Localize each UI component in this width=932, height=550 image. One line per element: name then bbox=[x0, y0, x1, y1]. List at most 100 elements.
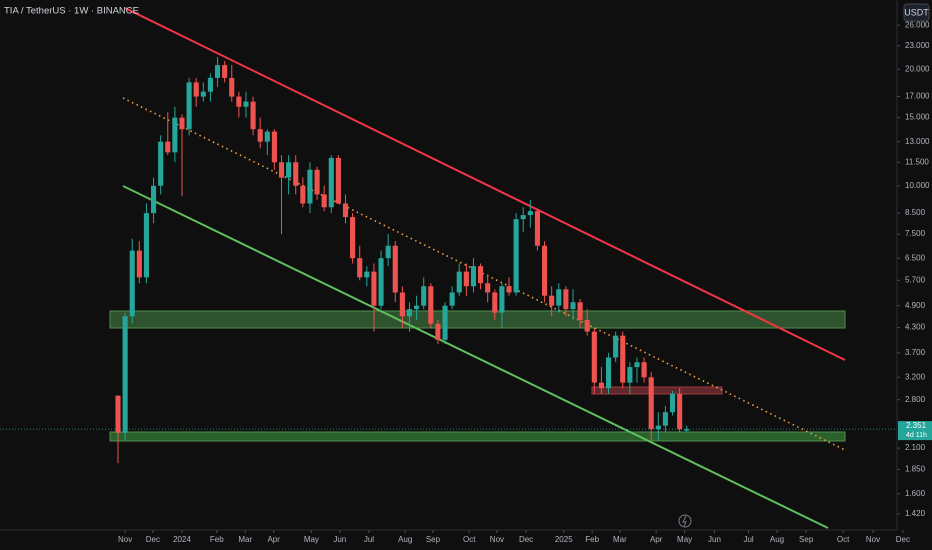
y-tick-label: 1.420 bbox=[905, 509, 926, 518]
price-axis bbox=[897, 0, 932, 550]
currency-button[interactable] bbox=[903, 3, 930, 22]
resistance-zone bbox=[591, 386, 723, 395]
candle-body bbox=[250, 101, 256, 130]
candle-body bbox=[378, 258, 384, 306]
candle-body bbox=[179, 117, 185, 130]
x-tick-label: Nov bbox=[490, 535, 504, 544]
x-tick-label: Sep bbox=[426, 535, 441, 544]
x-tick-label: Dec bbox=[896, 535, 910, 544]
candle-body bbox=[307, 169, 313, 204]
candle-body bbox=[584, 319, 590, 332]
y-tick-label: 23.000 bbox=[905, 41, 930, 50]
y-tick-label: 3.200 bbox=[905, 372, 926, 381]
candle-body bbox=[207, 77, 213, 92]
candle-body bbox=[620, 335, 626, 383]
y-tick-label: 8.500 bbox=[905, 208, 926, 217]
candle-body bbox=[627, 367, 633, 383]
bar-countdown: 4d 11h bbox=[906, 432, 927, 439]
y-tick-label: 4.900 bbox=[905, 301, 926, 310]
y-tick-label: 2.800 bbox=[905, 395, 926, 404]
candle-body bbox=[506, 286, 512, 293]
candle-body bbox=[271, 131, 277, 163]
candle-body bbox=[293, 162, 299, 186]
x-tick-label: Feb bbox=[210, 535, 224, 544]
candle-body bbox=[371, 271, 377, 306]
candle-body bbox=[563, 289, 569, 310]
candle-body bbox=[428, 286, 434, 324]
candle-body bbox=[463, 271, 469, 287]
candle-body bbox=[577, 302, 583, 320]
x-tick-label: Sep bbox=[799, 535, 814, 544]
candle-body bbox=[392, 245, 398, 293]
candle-body bbox=[534, 211, 541, 246]
support-zone bbox=[109, 310, 846, 329]
candle-body bbox=[158, 141, 164, 186]
candle-body bbox=[499, 286, 505, 313]
candle-body bbox=[684, 429, 690, 431]
support-zone bbox=[109, 431, 846, 442]
x-tick-label: Feb bbox=[585, 535, 599, 544]
y-tick-label: 6.500 bbox=[905, 253, 926, 262]
x-tick-label: Jun bbox=[708, 535, 721, 544]
candle-body bbox=[634, 362, 640, 368]
x-tick-label: Jul bbox=[743, 535, 753, 544]
candle-body bbox=[485, 283, 491, 293]
candle-body bbox=[406, 309, 413, 317]
x-tick-label: Apr bbox=[267, 535, 280, 544]
candle-body bbox=[357, 258, 363, 278]
x-tick-label: Mar bbox=[238, 535, 252, 544]
y-tick-label: 4.300 bbox=[905, 323, 926, 332]
x-tick-label: Jun bbox=[333, 535, 346, 544]
icon-circle[interactable] bbox=[678, 514, 692, 528]
candle-body bbox=[214, 65, 221, 78]
candle-body bbox=[243, 101, 249, 107]
candle-body bbox=[350, 217, 356, 259]
candle-body bbox=[655, 425, 661, 430]
candle-body bbox=[115, 395, 121, 433]
candle-body bbox=[150, 185, 157, 214]
x-tick-label: Oct bbox=[463, 535, 476, 544]
y-tick-label: 5.700 bbox=[905, 275, 926, 284]
candle-body bbox=[414, 305, 420, 310]
y-tick-label: 1.850 bbox=[905, 465, 926, 474]
candle-body bbox=[549, 295, 555, 306]
candle-body bbox=[470, 266, 477, 287]
x-tick-label: Nov bbox=[866, 535, 880, 544]
candle-body bbox=[605, 357, 612, 389]
currency-label[interactable]: USDT bbox=[904, 7, 929, 17]
x-tick-label: Jul bbox=[364, 535, 374, 544]
candle-body bbox=[200, 91, 206, 97]
candle-body bbox=[335, 157, 341, 204]
resistance-trendline bbox=[124, 7, 846, 361]
candle-body bbox=[186, 82, 192, 130]
x-tick-label: Oct bbox=[837, 535, 850, 544]
y-tick-label: 1.600 bbox=[905, 489, 926, 498]
candle-body bbox=[669, 393, 676, 413]
candle-body bbox=[342, 203, 349, 218]
candle-body bbox=[257, 129, 263, 142]
y-tick-label: 20.000 bbox=[905, 64, 930, 73]
candle-body bbox=[278, 162, 285, 178]
candle-body bbox=[662, 412, 668, 426]
y-tick-label: 15.000 bbox=[905, 113, 930, 122]
candle-body bbox=[478, 266, 484, 284]
axes: 26.000 23.000 20.000 17.000 15.000 13.000 11.5… bbox=[118, 20, 930, 544]
candle-body bbox=[286, 162, 292, 178]
candle-body bbox=[172, 117, 178, 153]
x-tick-label: Dec bbox=[519, 535, 533, 544]
candle-body bbox=[591, 331, 597, 383]
drawings bbox=[109, 7, 846, 529]
y-tick-label: 26.000 bbox=[905, 20, 930, 29]
candle-body bbox=[435, 323, 441, 340]
x-tick-label: Aug bbox=[770, 535, 784, 544]
replay-icon[interactable] bbox=[678, 514, 692, 528]
candle-body bbox=[264, 131, 270, 142]
candle-body bbox=[122, 316, 128, 433]
x-tick-label: Nov bbox=[118, 535, 132, 544]
last-price-box bbox=[898, 421, 932, 441]
icon-bolt[interactable] bbox=[682, 515, 687, 527]
candle-body bbox=[449, 292, 455, 306]
y-tick-label: 13.000 bbox=[905, 137, 930, 146]
